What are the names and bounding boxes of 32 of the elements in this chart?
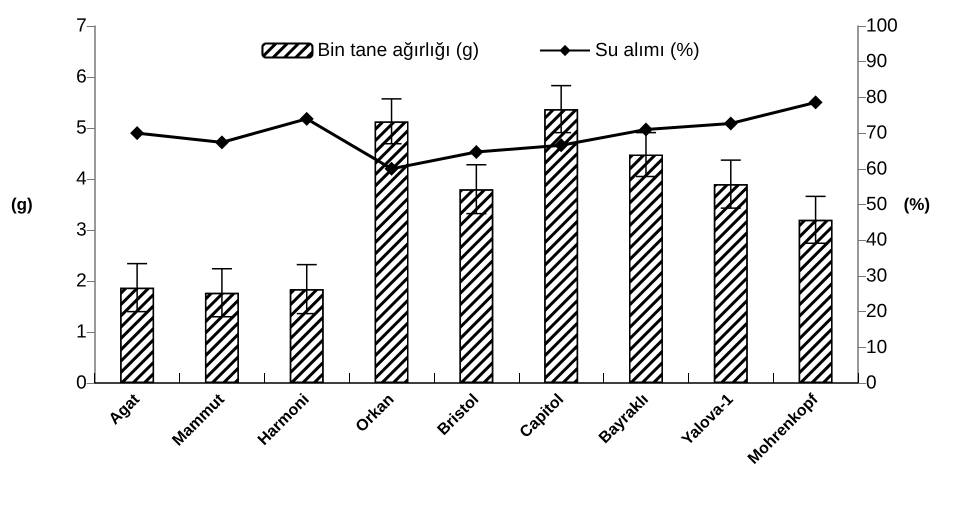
y2-tick-label: 20: [866, 301, 888, 322]
y-tick-label: 0: [76, 372, 87, 394]
y2-tick-label: 50: [866, 194, 888, 215]
y-axis-title: (g): [10, 195, 33, 214]
y-tick-label: 1: [76, 322, 87, 342]
y-tick-label: 6: [76, 66, 87, 88]
y2-tick-label: 90: [866, 51, 888, 72]
point: [469, 145, 484, 160]
point: [808, 95, 823, 110]
y2-tick-label: 40: [866, 230, 888, 251]
y2-tick-label: 0: [866, 372, 877, 394]
y2-tick-label: 80: [866, 86, 888, 108]
y-tick-label: 2: [76, 270, 87, 292]
y-tick-label: 4: [76, 168, 88, 190]
point: [300, 112, 314, 126]
y2-tick-label: 100: [866, 16, 898, 36]
y-tick-label: 5: [76, 118, 87, 138]
legend-label: Su alımı (%): [595, 40, 700, 61]
y-tick-label: 3: [76, 220, 87, 240]
y2-tick-label: 10: [866, 336, 888, 358]
legend-label: Bin tane ağırlığı (g): [317, 40, 480, 61]
y-tick-label: 7: [76, 16, 87, 36]
point: [130, 126, 144, 140]
point: [214, 135, 229, 150]
y2-tick-label: 30: [866, 265, 888, 286]
point: [554, 138, 568, 152]
y2-tick-label: 60: [866, 158, 888, 180]
y2-tick-label: 70: [866, 122, 888, 144]
point: [384, 162, 399, 176]
point: [638, 122, 653, 137]
y2-axis-title: (%): [904, 195, 930, 214]
point: [724, 116, 738, 130]
